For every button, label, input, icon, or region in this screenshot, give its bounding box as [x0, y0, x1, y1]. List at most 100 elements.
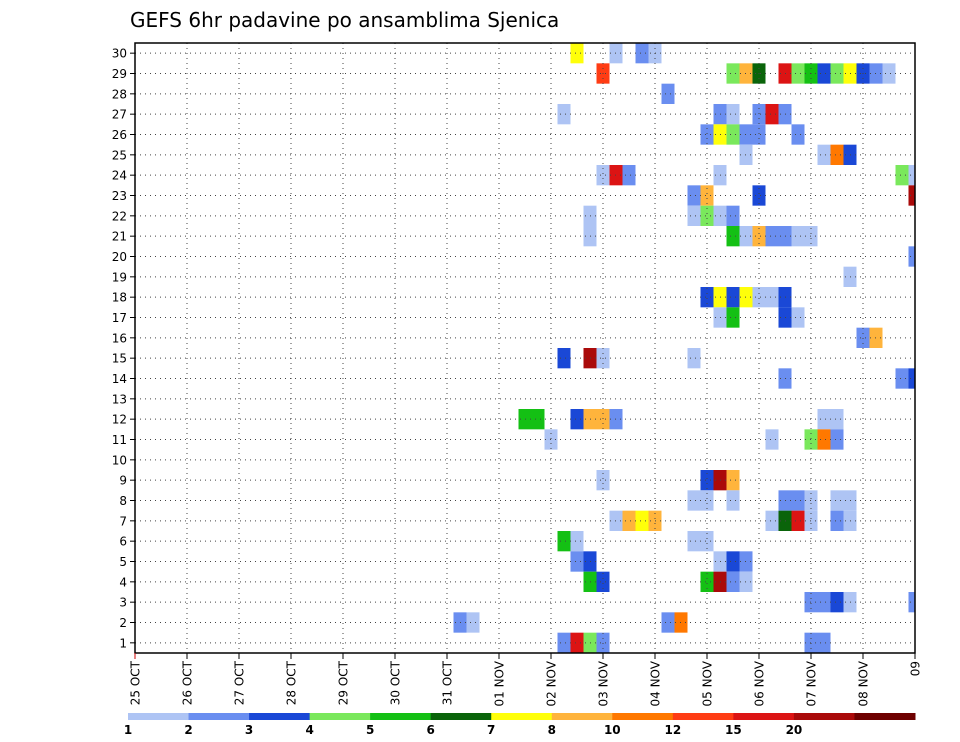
heatmap-cell: [596, 632, 610, 653]
heatmap-cell: [596, 470, 610, 491]
heatmap-cell: [830, 144, 844, 165]
y-tick-label: 27: [112, 108, 127, 122]
heatmap-cell: [557, 531, 571, 552]
heatmap-cell: [765, 510, 779, 531]
heatmap-cell: [830, 63, 844, 84]
y-tick-label: 25: [112, 148, 127, 162]
heatmap-cell: [726, 470, 740, 491]
heatmap-cell: [700, 185, 714, 206]
legend-label: 3: [245, 723, 253, 737]
legend-label: 20: [786, 723, 803, 737]
heatmap-cell: [622, 165, 636, 186]
heatmap-cell: [700, 124, 714, 145]
x-tick-label: 03 NOV: [597, 660, 611, 706]
legend-swatch: [370, 713, 432, 720]
heatmap-cell: [661, 612, 675, 633]
heatmap-cell: [752, 287, 766, 308]
x-tick-label: 01 NOV: [493, 660, 507, 706]
heatmap-cell: [570, 43, 584, 64]
y-tick-label: 12: [112, 413, 127, 427]
x-tick-label: 30 OCT: [389, 660, 403, 705]
heatmap-cell: [700, 531, 714, 552]
y-tick-label: 26: [112, 128, 127, 142]
y-axis: 1234567891011121314151617181920212223242…: [112, 47, 135, 650]
x-tick-label: 07 NOV: [805, 660, 819, 706]
heatmap-cell: [700, 571, 714, 592]
y-tick-label: 28: [112, 87, 127, 101]
legend-swatch: [249, 713, 311, 720]
x-tick-label: 29 OCT: [337, 660, 351, 705]
heatmap-cell: [765, 226, 779, 247]
legend-swatch: [188, 713, 250, 720]
heatmap-cell: [726, 226, 740, 247]
y-tick-label: 8: [119, 494, 127, 508]
heatmap-cell: [817, 144, 831, 165]
heatmap-cell: [687, 531, 701, 552]
heatmap-cell: [791, 63, 805, 84]
heatmap-cell: [531, 409, 545, 430]
legend-label: 2: [184, 723, 192, 737]
y-tick-label: 2: [119, 616, 127, 630]
y-tick-label: 7: [119, 514, 127, 528]
x-tick-label: 05 NOV: [701, 660, 715, 706]
heatmap-cell: [687, 490, 701, 511]
legend-swatch: [128, 713, 190, 720]
y-tick-label: 14: [112, 372, 127, 386]
y-tick-label: 17: [112, 311, 127, 325]
legend-label: 5: [366, 723, 374, 737]
legend-swatch: [551, 713, 613, 720]
heatmap-cell: [726, 104, 740, 125]
heatmap-cell: [830, 429, 844, 450]
heatmap-cell: [635, 43, 649, 64]
heatmap-cell: [570, 551, 584, 572]
heatmap-cell: [908, 165, 915, 186]
legend-swatch: [854, 713, 916, 720]
heatmap-cell: [908, 368, 915, 389]
heatmap-cell: [791, 510, 805, 531]
heatmap-cell: [661, 83, 675, 104]
y-tick-label: 5: [119, 555, 127, 569]
heatmap-cell: [752, 124, 766, 145]
heatmap-cell: [557, 348, 571, 369]
heatmap-cell: [908, 592, 915, 613]
legend-swatch: [612, 713, 674, 720]
heatmap-cell: [635, 510, 649, 531]
heatmap-cell: [895, 165, 909, 186]
heatmap-cell: [908, 246, 915, 267]
heatmap-cell: [687, 348, 701, 369]
heatmap-cell: [752, 226, 766, 247]
x-tick-label: 09: [909, 661, 923, 676]
legend-label: 7: [487, 723, 495, 737]
y-tick-label: 1: [119, 636, 127, 650]
y-tick-label: 23: [112, 189, 127, 203]
y-tick-label: 18: [112, 291, 127, 305]
heatmap-cell: [726, 571, 740, 592]
heatmap-cell: [817, 632, 831, 653]
x-tick-label: 02 NOV: [545, 660, 559, 706]
heatmap-cell: [700, 490, 714, 511]
heatmap-cell: [726, 124, 740, 145]
chart-title: GEFS 6hr padavine po ansamblima Sjenica: [130, 8, 559, 32]
heatmap-cell: [726, 490, 740, 511]
heatmap-cell: [557, 104, 571, 125]
y-tick-label: 6: [119, 535, 127, 549]
heatmap-cell: [726, 287, 740, 308]
heatmap-cell: [622, 510, 636, 531]
heatmap-cell: [596, 409, 610, 430]
x-tick-label: 27 OCT: [233, 660, 247, 705]
legend-label: 15: [725, 723, 742, 737]
heatmap-cell: [687, 205, 701, 226]
heatmap-cell: [596, 165, 610, 186]
legend-label: 8: [548, 723, 556, 737]
x-axis: 25 OCT 26 OCT 27 OCT 28 OCT 29 OCT 30 OCT 31 O…: [129, 653, 923, 707]
heatmap-cell: [570, 409, 584, 430]
heatmap-cell: [752, 185, 766, 206]
heatmap-cell: [765, 104, 779, 125]
y-tick-label: 21: [112, 230, 127, 244]
legend-label: 12: [664, 723, 681, 737]
heatmap-cell: [830, 490, 844, 511]
y-tick-label: 19: [112, 270, 127, 284]
y-tick-label: 16: [112, 331, 127, 345]
legend-swatch: [793, 713, 855, 720]
